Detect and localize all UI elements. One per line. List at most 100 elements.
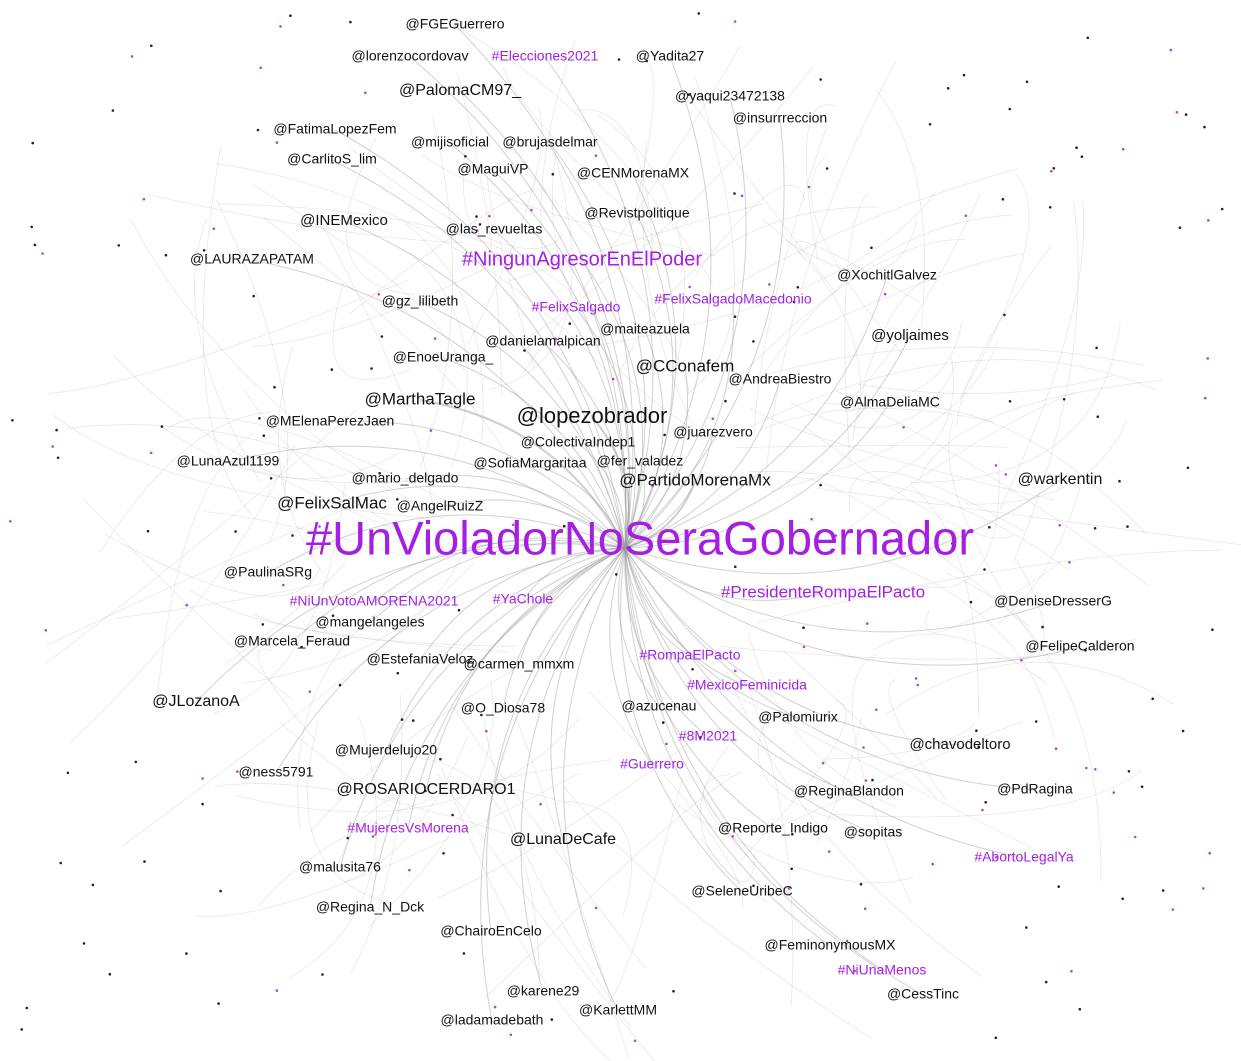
background-edge: [945, 572, 1102, 882]
account-label: @mangelangeles: [315, 614, 424, 630]
node-dot: [988, 526, 991, 529]
background-edge: [720, 638, 1137, 660]
node-dot: [25, 1006, 29, 1010]
node-dot: [462, 952, 466, 955]
node-dot: [928, 123, 932, 126]
background-edge: [279, 722, 410, 813]
edge: [575, 307, 637, 549]
node-dot: [321, 973, 324, 976]
edge: [620, 547, 743, 893]
node-dot: [931, 862, 934, 866]
node-dot: [185, 603, 188, 607]
node-dot: [845, 939, 849, 943]
background-edge: [754, 124, 828, 437]
account-label: @mario_delgado: [352, 470, 459, 486]
background-edge: [726, 671, 983, 977]
background-edge: [687, 76, 735, 394]
node-dot: [1054, 747, 1058, 750]
account-label: @MarthaTagle: [365, 389, 476, 408]
edge: [624, 379, 781, 549]
background-edge: [925, 561, 1062, 633]
account-label: @CENMorenaMX: [577, 165, 690, 181]
background-edge: [588, 691, 744, 908]
node-dot: [691, 668, 694, 671]
edge: [624, 432, 714, 549]
node-dot: [1057, 885, 1060, 888]
edge: [624, 479, 1061, 575]
account-label: @INEMexico: [300, 212, 388, 229]
node-dot: [262, 434, 266, 438]
edge: [442, 357, 626, 549]
account-label: @ReginaBlandon: [794, 783, 904, 799]
background-edge: [332, 282, 410, 380]
node-dot: [1220, 207, 1224, 211]
account-label: @FGEGuerrero: [405, 16, 504, 32]
background-edge: [816, 487, 1241, 546]
node-dot: [429, 429, 433, 432]
node-dot: [977, 745, 980, 748]
background-edge: [213, 484, 346, 714]
edge: [624, 547, 691, 657]
background-edge: [486, 177, 535, 369]
node-dot: [150, 44, 153, 48]
background-edge: [349, 189, 546, 314]
node-dot: [633, 1039, 637, 1043]
node-dot: [201, 777, 204, 780]
node-dot: [790, 867, 793, 871]
background-edge: [522, 45, 741, 374]
node-dot: [981, 808, 984, 812]
node-dot: [149, 451, 153, 455]
node-dot: [330, 368, 334, 371]
node-dot: [663, 433, 666, 437]
node-dot: [859, 882, 863, 886]
node-dot: [30, 225, 33, 229]
background-edge: [46, 506, 352, 646]
background-edge: [419, 116, 453, 469]
node-dot: [724, 399, 727, 403]
node-dot: [331, 614, 335, 617]
background-edge: [564, 800, 632, 918]
background-edge: [872, 633, 1047, 684]
dots: [9, 12, 1224, 1043]
background-edge: [857, 374, 1114, 395]
edge: [624, 547, 1081, 666]
background-edge: [437, 743, 688, 899]
node-dot: [1161, 889, 1165, 892]
node-dot: [400, 718, 404, 721]
background-edge: [676, 804, 914, 884]
background-edge: [202, 145, 252, 516]
edge: [520, 547, 626, 993]
background-edge: [235, 716, 580, 813]
node-dot: [1151, 697, 1154, 701]
background-edge: [203, 511, 405, 557]
hashtag-label: #AbortoLegalYa: [974, 849, 1074, 865]
edge: [419, 301, 626, 549]
background-edge: [802, 425, 1015, 539]
background-edge: [253, 613, 508, 653]
background-edge: [456, 72, 502, 397]
edge: [518, 547, 626, 666]
node-dot: [493, 1005, 497, 1009]
node-dot: [740, 194, 744, 198]
node-dot: [202, 249, 206, 252]
node-dot: [1206, 357, 1210, 360]
node-dot: [31, 141, 34, 145]
background-edge: [910, 485, 979, 715]
node-dot: [338, 683, 342, 687]
edge: [624, 56, 712, 549]
background-edges: [44, 25, 1241, 1061]
edge: [404, 474, 626, 549]
node-dot: [821, 761, 825, 765]
node-dot: [916, 683, 920, 687]
account-label: @yoljaimes: [871, 327, 949, 344]
background-edge: [413, 756, 540, 978]
node-dot: [1058, 524, 1061, 527]
account-label: @MaguiVP: [457, 161, 528, 177]
background-edge: [289, 717, 378, 978]
background-edge: [956, 244, 1053, 426]
node-dot: [792, 300, 796, 304]
edge: [195, 543, 626, 703]
hashtag-label: #FelixSalgadoMacedonio: [654, 291, 811, 307]
edge: [624, 118, 785, 549]
